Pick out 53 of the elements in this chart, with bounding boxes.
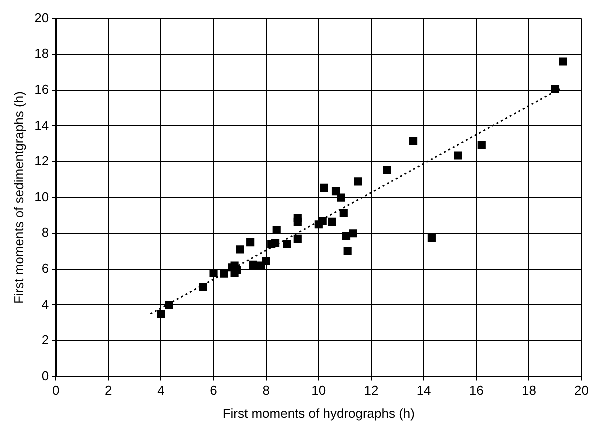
y-tick-label: 4	[42, 296, 50, 312]
point	[559, 58, 568, 66]
point	[551, 85, 560, 94]
point	[165, 301, 174, 310]
point	[332, 188, 340, 196]
x-tick-label: 12	[364, 383, 379, 398]
point	[320, 184, 328, 192]
point	[249, 260, 258, 269]
point	[478, 140, 486, 150]
x-tick-label: 10	[312, 383, 326, 398]
point	[410, 137, 418, 146]
y-tick-label: 12	[34, 154, 50, 169]
point	[236, 246, 244, 254]
y-tick-label: 6	[42, 260, 50, 276]
point	[454, 152, 462, 160]
y-tick-label: 2	[42, 332, 50, 348]
point	[272, 239, 280, 248]
point	[340, 208, 348, 218]
point	[157, 310, 166, 318]
point	[262, 257, 270, 266]
point	[337, 194, 346, 202]
y-tick-label: 18	[34, 46, 50, 62]
x-tick-label: 6	[210, 383, 218, 398]
point	[246, 238, 255, 247]
point	[344, 247, 352, 256]
y-tick-label: 0	[42, 368, 50, 384]
point	[283, 240, 292, 248]
x-tick-label: 2	[105, 383, 112, 398]
x-tick-label: 18	[522, 383, 536, 398]
x-tick-label: 8	[262, 383, 270, 398]
y-tick-label: 8	[42, 225, 50, 240]
point	[428, 234, 436, 242]
point	[294, 234, 302, 244]
point	[349, 230, 358, 238]
x-tick-label: 0	[52, 383, 60, 398]
x-tick-label: 14	[416, 383, 432, 398]
x-tick-label: 16	[469, 383, 484, 398]
point	[294, 218, 302, 226]
y-tick-label: 10	[34, 189, 50, 204]
y-axis-title: First moments of sedimentgraphs (h)	[11, 92, 26, 304]
y-tick-label: 20	[34, 10, 50, 26]
point	[354, 178, 362, 186]
point	[220, 270, 228, 278]
point	[328, 218, 336, 226]
x-tick-label: 20	[574, 383, 590, 398]
point	[199, 283, 208, 292]
x-tick-label: 4	[158, 383, 165, 398]
point	[342, 232, 351, 240]
point	[383, 166, 392, 174]
point	[318, 217, 327, 226]
x-axis-title: First moments of hydrographs (h)	[222, 406, 416, 421]
y-tick-label: 14	[34, 118, 50, 133]
y-tick-label: 16	[34, 82, 50, 97]
